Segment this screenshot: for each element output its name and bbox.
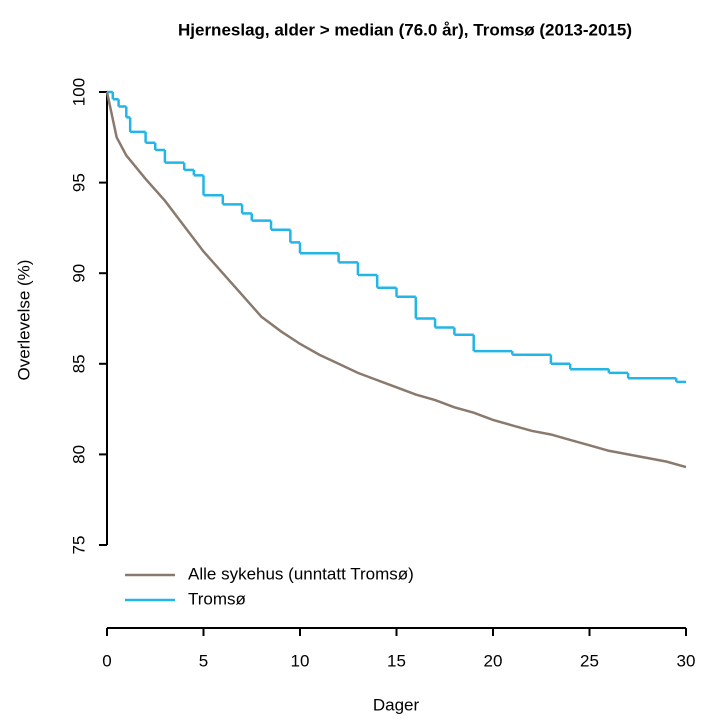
legend-label: Alle sykehus (unntatt Tromsø) [188,564,414,583]
y-tick-label: 80 [69,445,88,464]
x-tick-label: 20 [484,651,503,670]
survival-line [105,91,687,469]
y-tick-label: 75 [69,536,88,555]
legend-label: Tromsø [188,589,246,608]
x-tick-label: 0 [102,651,111,670]
x-tick-label: 15 [387,651,406,670]
y-tick-label: 100 [69,78,88,106]
x-tick-label: 10 [291,651,310,670]
y-tick-label: 85 [69,354,88,373]
x-tick-label: 25 [580,651,599,670]
x-tick-label: 5 [199,651,208,670]
y-axis-label: Overlevelse (%) [14,260,33,381]
x-axis-label: Dager [373,695,420,714]
y-tick-label: 95 [69,173,88,192]
x-tick-label: 30 [677,651,696,670]
chart-title: Hjerneslag, alder > median (76.0 år), Tr… [178,20,632,39]
y-tick-label: 90 [69,264,88,283]
